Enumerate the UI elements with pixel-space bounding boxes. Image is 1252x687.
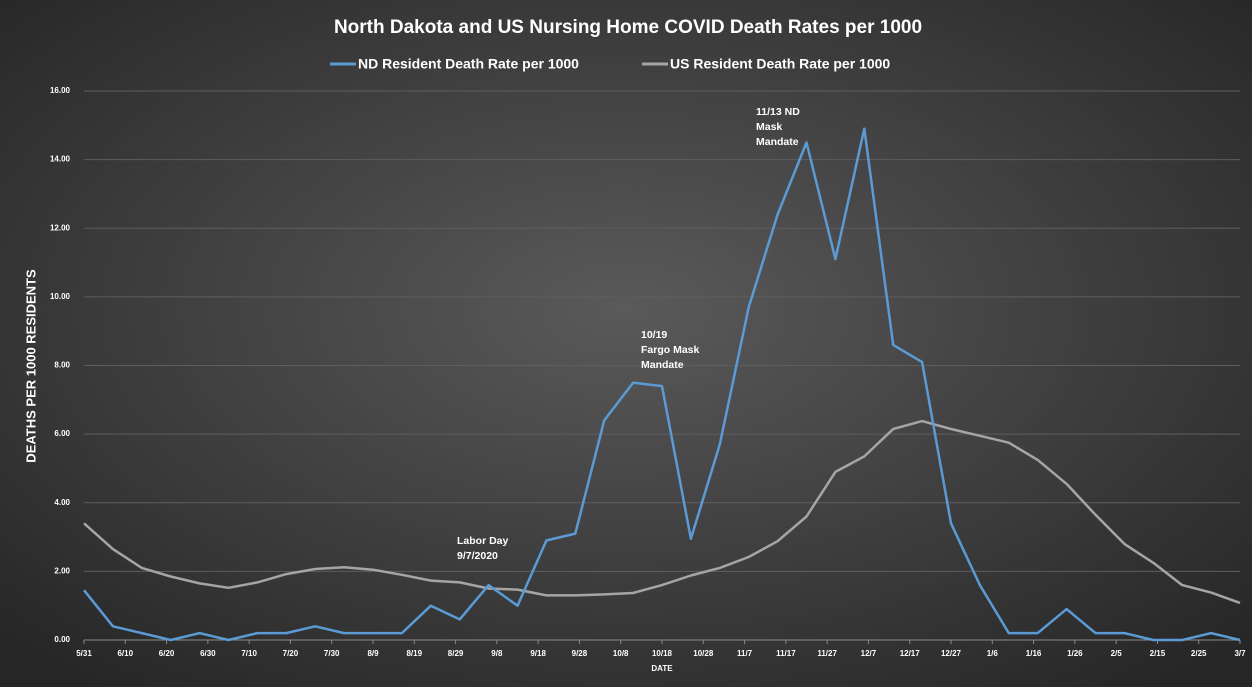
annotation: 11/13 ND: [756, 106, 800, 118]
annotation: Fargo Mask: [641, 344, 700, 356]
x-tick-label: 6/10: [117, 649, 133, 658]
x-tick-label: 8/29: [448, 649, 464, 658]
x-tick-label: 2/25: [1191, 649, 1207, 658]
annotation: Mandate: [641, 359, 684, 371]
y-tick-label: 12.00: [50, 223, 71, 232]
x-tick-label: 7/20: [283, 649, 299, 658]
x-tick-label: 12/7: [861, 649, 877, 658]
y-tick-label: 2.00: [54, 566, 70, 575]
x-tick-label: 7/30: [324, 649, 340, 658]
legend-label: ND Resident Death Rate per 1000: [358, 56, 579, 72]
x-tick-label: 11/7: [737, 649, 753, 658]
y-tick-label: 8.00: [54, 361, 70, 370]
y-tick-label: 14.00: [50, 155, 71, 164]
x-tick-label: 7/10: [241, 649, 257, 658]
x-tick-label: 8/9: [367, 649, 379, 658]
y-tick-label: 4.00: [54, 498, 70, 507]
x-axis-label: DATE: [651, 664, 673, 673]
x-tick-label: 6/30: [200, 649, 216, 658]
x-tick-label: 1/6: [987, 649, 999, 658]
y-axis-label: DEATHS PER 1000 RESIDENTS: [23, 269, 38, 463]
x-tick-label: 12/27: [941, 649, 962, 658]
x-tick-label: 11/17: [776, 649, 796, 658]
x-tick-label: 10/28: [693, 649, 714, 658]
y-tick-label: 16.00: [50, 86, 71, 95]
y-tick-label: 0.00: [54, 635, 70, 644]
series-line: [83, 127, 1241, 642]
x-tick-label: 6/20: [159, 649, 175, 658]
x-tick-label: 9/8: [491, 649, 503, 658]
annotation: 10/19: [641, 329, 667, 341]
annotation: Labor Day: [457, 535, 509, 547]
x-tick-label: 9/18: [530, 649, 546, 658]
x-tick-label: 10/18: [652, 649, 673, 658]
x-tick-label: 2/15: [1150, 649, 1166, 658]
annotation: 9/7/2020: [457, 550, 498, 562]
x-tick-label: 8/19: [406, 649, 422, 658]
x-tick-label: 1/26: [1067, 649, 1083, 658]
x-tick-label: 12/17: [900, 649, 921, 658]
annotation: Mandate: [756, 136, 799, 148]
x-tick-label: 3/7: [1234, 649, 1246, 658]
x-tick-label: 9/28: [572, 649, 588, 658]
chart-title: North Dakota and US Nursing Home COVID D…: [334, 17, 922, 38]
x-tick-label: 5/31: [76, 649, 92, 658]
annotation: Mask: [756, 121, 782, 133]
x-tick-label: 11/27: [817, 649, 837, 658]
y-tick-label: 6.00: [54, 429, 70, 438]
legend-label: US Resident Death Rate per 1000: [670, 56, 890, 72]
x-tick-label: 1/16: [1026, 649, 1042, 658]
series-line: [83, 419, 1241, 605]
x-tick-label: 10/8: [613, 649, 629, 658]
y-tick-label: 10.00: [50, 292, 71, 301]
x-tick-label: 2/5: [1111, 649, 1123, 658]
